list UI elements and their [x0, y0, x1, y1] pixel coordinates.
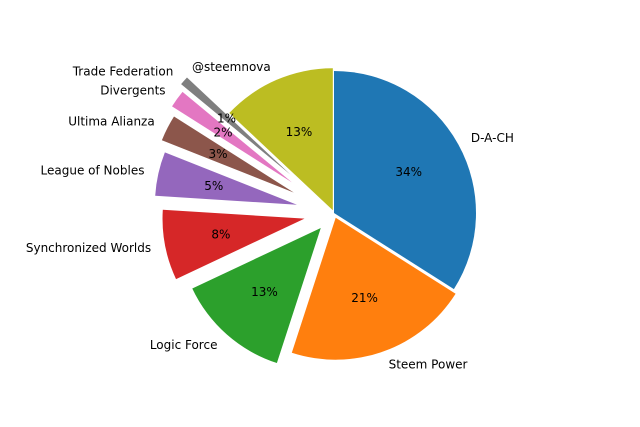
pie-category-label: Divergents: [100, 84, 165, 98]
pie-slice-league-of-nobles: [155, 152, 297, 205]
pie-category-label: Trade Federation: [72, 64, 174, 78]
pie-slice-ultima-alianza: [161, 116, 294, 193]
pie-slice-divergents: [172, 91, 292, 183]
pie-category-label: Ultima Alianza: [68, 115, 155, 129]
pie-slice-synchronized-worlds: [162, 209, 305, 280]
pie-slice-logic-force: [192, 228, 321, 364]
pie-pct-label: 34%: [395, 165, 422, 179]
pie-pct-label: 3%: [208, 147, 227, 161]
pie-category-label: League of Nobles: [41, 164, 145, 178]
pie-slices: [155, 68, 476, 364]
pie-category-label: Synchronized Worlds: [26, 241, 151, 255]
pie-slice-d-a-ch: [334, 71, 476, 290]
pie-pct-label: 13%: [251, 285, 278, 299]
pie-pct-label: 8%: [211, 228, 230, 242]
pie-pct-label: 21%: [351, 291, 378, 305]
pie-slice-steem-power: [291, 217, 456, 360]
pie-slice-trade-federation: [181, 77, 291, 175]
pie-category-label: @steemnova: [192, 60, 271, 74]
pie-pct-label: 1%: [217, 111, 236, 125]
pie-slice-steemnova: [229, 68, 333, 211]
pie-pct-label: 2%: [213, 125, 232, 139]
pie-pct-label: 13%: [286, 125, 313, 139]
pie-category-label: D-A-CH: [471, 131, 514, 145]
pie-labels: 34% D-A-CH 21% Steem Power 13% Logic Force 8% S…: [26, 60, 514, 372]
pie-category-label: Steem Power: [389, 358, 468, 372]
pie-category-label: Logic Force: [150, 338, 218, 352]
pie-pct-label: 5%: [204, 179, 223, 193]
